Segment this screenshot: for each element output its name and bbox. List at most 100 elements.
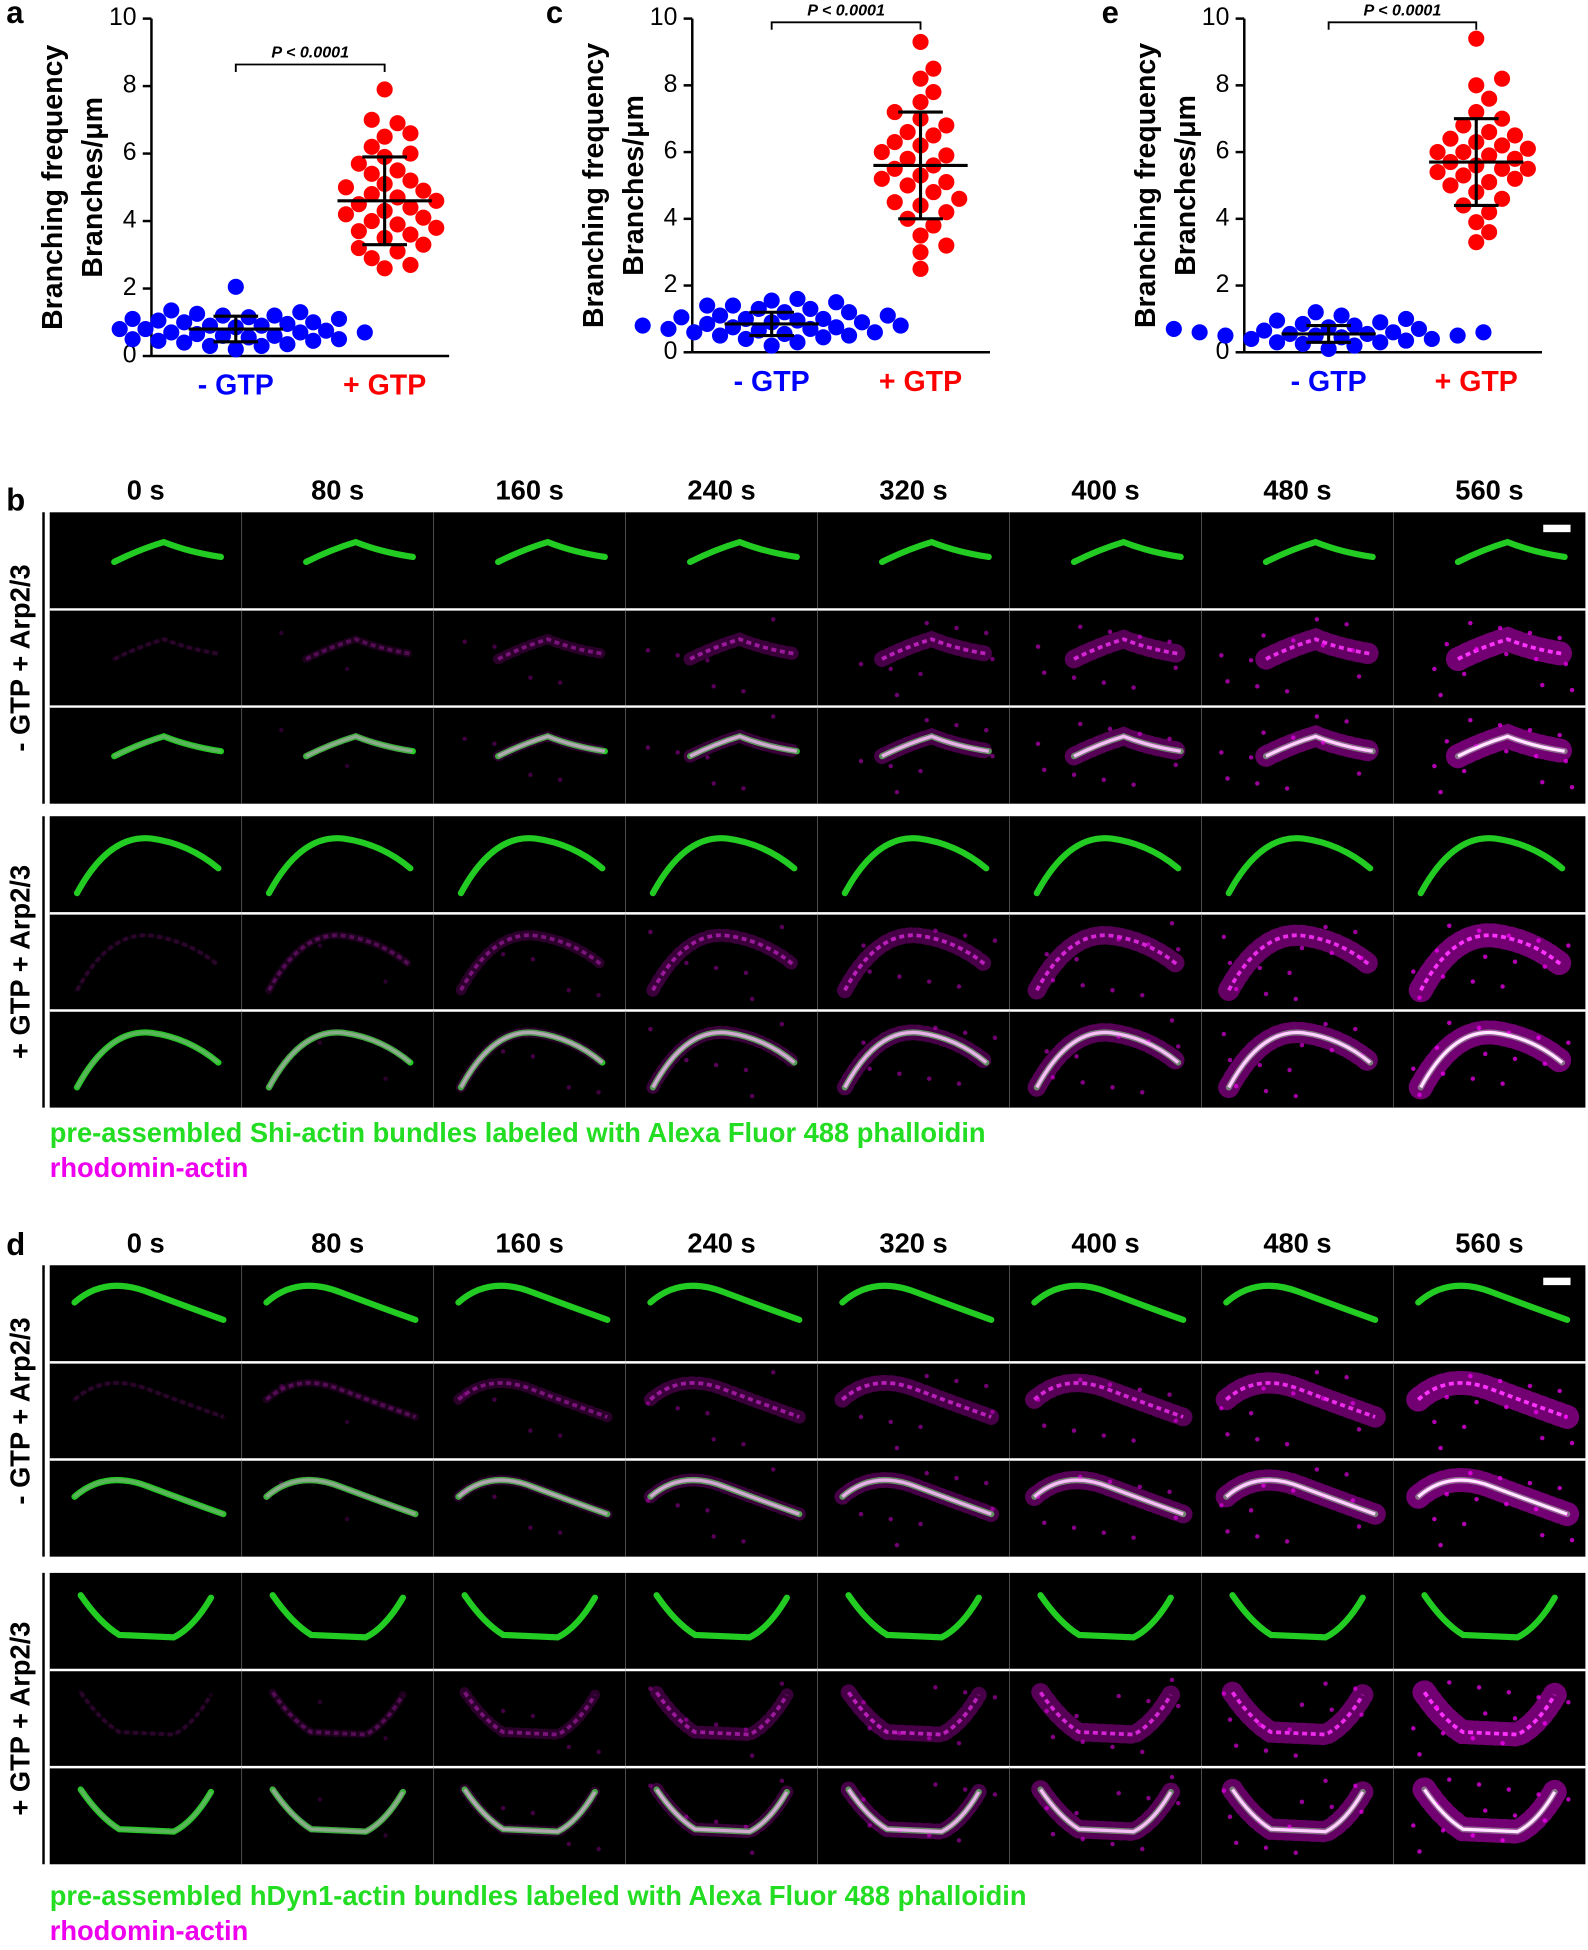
magenta-speck bbox=[1476, 1685, 1482, 1690]
magenta-actin bbox=[113, 637, 222, 661]
data-point bbox=[350, 239, 367, 257]
magenta-speck bbox=[1476, 1782, 1482, 1787]
magenta-speck bbox=[344, 666, 350, 672]
merge-core bbox=[113, 734, 222, 758]
image-cell bbox=[1201, 705, 1394, 804]
data-point bbox=[892, 317, 909, 334]
magenta-speck bbox=[1320, 1396, 1326, 1401]
magenta-speck bbox=[1221, 1031, 1227, 1037]
data-point bbox=[1468, 30, 1485, 47]
image-cell bbox=[49, 1361, 242, 1420]
magenta-speck bbox=[1569, 1440, 1575, 1446]
magenta-speck bbox=[1540, 780, 1545, 785]
image-cell bbox=[1009, 1458, 1202, 1557]
image-cell bbox=[433, 1458, 626, 1557]
magenta-speck bbox=[1219, 1406, 1224, 1411]
magenta-speck bbox=[1474, 1399, 1479, 1405]
magenta-speck bbox=[867, 1066, 872, 1072]
image-cell bbox=[625, 608, 818, 707]
magenta-speck bbox=[918, 1424, 923, 1430]
image-cell bbox=[1393, 816, 1566, 914]
magenta-actin bbox=[655, 1788, 789, 1834]
data-point bbox=[363, 138, 380, 155]
caption-magenta: rhodomin-actin bbox=[50, 1915, 249, 1946]
magenta-speck bbox=[1344, 719, 1349, 724]
image-cell bbox=[625, 816, 798, 914]
magenta-speck bbox=[1500, 1838, 1505, 1843]
magenta-speck bbox=[648, 1026, 653, 1032]
magenta-speck bbox=[1506, 933, 1512, 938]
image-cell bbox=[433, 1668, 626, 1768]
magenta-actin bbox=[79, 1691, 213, 1737]
data-point bbox=[1333, 307, 1350, 324]
data-point bbox=[124, 310, 141, 327]
magenta-actin bbox=[271, 1788, 405, 1834]
green-bundle bbox=[1415, 1282, 1571, 1323]
magenta-speck bbox=[711, 781, 716, 786]
magenta-speck bbox=[1173, 665, 1178, 670]
magenta-speck bbox=[1035, 741, 1041, 747]
p-value: P < 0.0001 bbox=[271, 44, 349, 62]
data-point bbox=[828, 294, 845, 311]
magenta-speck bbox=[1476, 1025, 1482, 1031]
magenta-speck bbox=[894, 692, 900, 698]
data-point bbox=[1481, 90, 1498, 107]
y-tick-label: 2 bbox=[664, 271, 678, 298]
green-bundle bbox=[687, 733, 800, 760]
data-point bbox=[150, 312, 167, 329]
magenta-speck bbox=[984, 1383, 989, 1389]
magenta-speck bbox=[1314, 1370, 1320, 1375]
magenta-actin bbox=[463, 1788, 597, 1834]
green-bundle bbox=[77, 1786, 215, 1835]
image-cell bbox=[625, 1458, 818, 1557]
magenta-speck bbox=[1257, 965, 1263, 971]
magenta-speck bbox=[1167, 1392, 1172, 1397]
magenta-speck bbox=[926, 1076, 932, 1081]
data-point bbox=[176, 314, 193, 331]
magenta-speck bbox=[1131, 1438, 1136, 1443]
magenta-speck bbox=[1527, 630, 1533, 636]
magenta-speck bbox=[1116, 1693, 1121, 1699]
data-point bbox=[951, 190, 968, 207]
magenta-speck bbox=[1461, 671, 1467, 677]
magenta-speck bbox=[954, 722, 959, 728]
magenta-speck bbox=[897, 1071, 902, 1076]
data-point bbox=[389, 115, 406, 132]
data-point bbox=[227, 278, 244, 295]
magenta-actin bbox=[1227, 933, 1372, 992]
data-point bbox=[363, 111, 380, 128]
data-point bbox=[938, 237, 955, 254]
magenta-speck bbox=[1263, 1748, 1269, 1753]
data-point bbox=[415, 236, 432, 253]
image-cell bbox=[49, 705, 242, 760]
p-value: P < 0.0001 bbox=[1364, 1, 1442, 19]
magenta-speck bbox=[954, 1475, 959, 1481]
magenta-halo bbox=[74, 932, 221, 993]
data-point bbox=[318, 322, 335, 339]
magenta-speck bbox=[1470, 979, 1476, 984]
magenta-speck bbox=[749, 1850, 755, 1855]
data-point bbox=[330, 331, 348, 348]
magenta-speck bbox=[528, 675, 533, 680]
magenta-speck bbox=[1432, 763, 1437, 769]
magenta-actin bbox=[75, 933, 220, 992]
magenta-speck bbox=[1293, 1093, 1298, 1099]
magenta-speck bbox=[1432, 1419, 1437, 1425]
magenta-speck bbox=[557, 777, 563, 782]
data-point bbox=[176, 334, 193, 351]
image-cell bbox=[241, 1458, 434, 1557]
magenta-speck bbox=[888, 1419, 893, 1425]
magenta-speck bbox=[1432, 1516, 1437, 1522]
magenta-speck bbox=[1461, 1424, 1467, 1430]
magenta-speck bbox=[1411, 1066, 1416, 1072]
magenta-actin bbox=[881, 637, 990, 661]
data-point bbox=[330, 310, 348, 327]
magenta-speck bbox=[1107, 1479, 1113, 1485]
y-axis-label: Branches/μm bbox=[618, 95, 650, 276]
panel-label: c bbox=[546, 0, 563, 30]
magenta-speck bbox=[858, 758, 864, 764]
magenta-halo bbox=[72, 1477, 226, 1517]
data-point bbox=[415, 182, 432, 199]
magenta-speck bbox=[1468, 717, 1473, 723]
image-cell bbox=[49, 1458, 242, 1518]
